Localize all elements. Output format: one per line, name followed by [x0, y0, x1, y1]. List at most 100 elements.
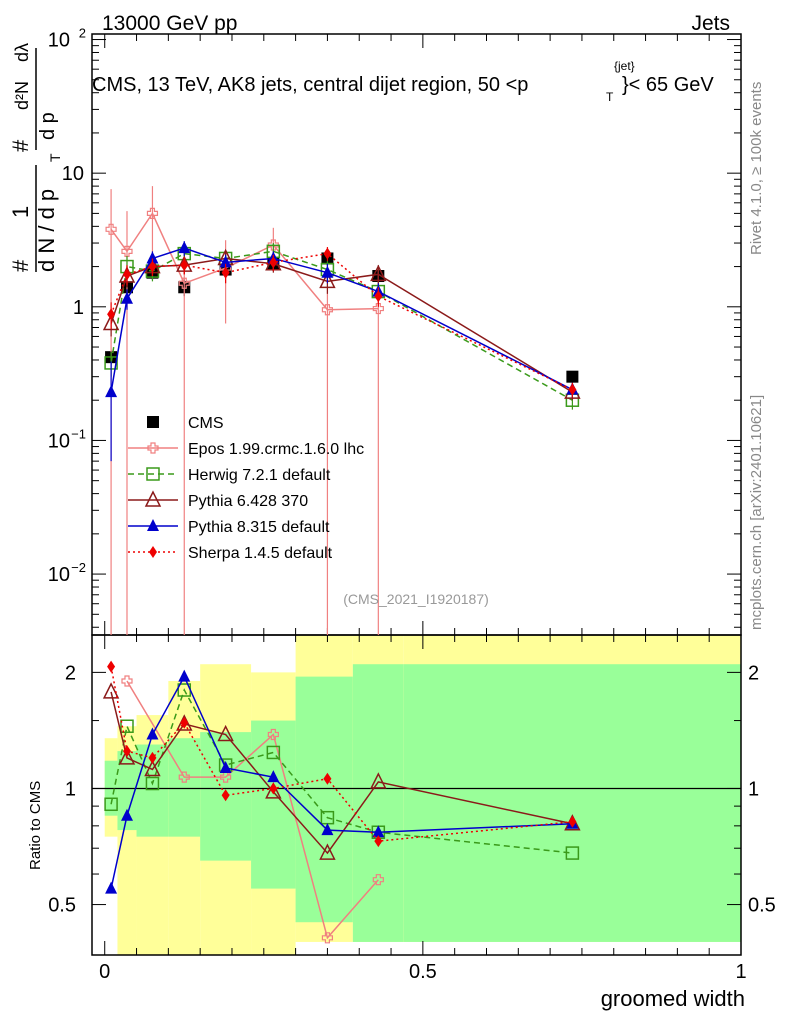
- ratio-data-point: [145, 776, 160, 791]
- ratio-series: [107, 660, 577, 848]
- ratio-data-point: [122, 745, 131, 758]
- ratio-data-point: [564, 814, 581, 831]
- x-tick-label: 1: [735, 961, 746, 983]
- ratio-data-point: [148, 751, 157, 764]
- y-label-denominator-2: d p: [37, 112, 59, 140]
- plot-title-subscript: T: [606, 90, 614, 104]
- main-data-point: [105, 385, 118, 398]
- ratio-data-point: [107, 660, 116, 673]
- legend-marker: [147, 416, 159, 428]
- main-series: [105, 252, 579, 383]
- y-tick-label-exp: −2: [71, 560, 86, 575]
- main-data-point: [568, 383, 577, 396]
- main-data-point: [146, 207, 159, 219]
- ratio-data-point: [121, 675, 133, 687]
- y-label-numerator-2: d²N: [12, 81, 32, 110]
- ratio-data-point: [105, 881, 118, 894]
- plot-title: CMS, 13 TeV, AK8 jets, central dijet reg…: [92, 59, 714, 104]
- main-data-point: [178, 241, 191, 254]
- ratio-y-tick-label-right: 0.5: [748, 895, 776, 917]
- ratio-data-point: [267, 728, 279, 741]
- ratio-panel-frame: [91, 634, 742, 956]
- plot-title-tail: }< 65 GeV: [622, 74, 714, 96]
- legend-marker: [147, 442, 159, 454]
- main-data-point: [102, 313, 120, 331]
- main-series-line: [110, 211, 379, 311]
- ratio-data-point: [568, 815, 577, 828]
- y-axis-label-main: # 1 d N / d p T # d²N d p dλ: [8, 43, 63, 272]
- ratio-data-point: [180, 716, 189, 729]
- main-series: [104, 243, 580, 410]
- ratio-data-point: [102, 682, 120, 699]
- main-data-point: [321, 265, 334, 278]
- main-data-point: [374, 290, 383, 303]
- ratio-y-tick-label-right: 1: [748, 778, 759, 800]
- legend-entry-label: CMS: [188, 415, 224, 432]
- legend-marker: [146, 467, 160, 481]
- ratio-data-point: [266, 745, 281, 760]
- header-energy: 13000 GeV pp: [102, 12, 237, 35]
- legend-entry-label: Pythia 8.315 default: [188, 519, 330, 536]
- main-data-point: [148, 260, 157, 273]
- green-band-bin: [168, 738, 201, 837]
- y-tick-label: 10: [48, 430, 70, 452]
- ratio-data-point: [372, 825, 385, 838]
- main-data-point: [105, 223, 117, 235]
- ratio-data-point: [319, 843, 336, 860]
- y-tick-label-exp: 2: [79, 26, 86, 41]
- main-series-line: [110, 247, 573, 393]
- main-data-point: [180, 259, 189, 272]
- plot-title-main: CMS, 13 TeV, AK8 jets, central dijet reg…: [92, 74, 528, 96]
- y-label-denominator: d N / d p: [34, 189, 59, 272]
- main-data-point: [219, 255, 232, 268]
- ratio-series: [105, 669, 579, 894]
- ratio-y-tick-label: 0.5: [48, 895, 76, 917]
- ratio-data-point: [120, 808, 133, 821]
- ratio-data-point: [321, 823, 334, 836]
- main-data-point: [269, 256, 278, 269]
- mcplots-reference-label: mcplots.cern.ch [arXiv:2401.10621]: [748, 395, 765, 630]
- main-series: [107, 247, 577, 398]
- y-tick-label: 10: [62, 163, 84, 185]
- main-data-point: [372, 302, 384, 315]
- main-series: [105, 186, 384, 635]
- x-tick-label: 0: [99, 961, 110, 983]
- ratio-data-point: [221, 789, 230, 802]
- legend-entry-label: Pythia 6.428 370: [188, 493, 308, 510]
- ratio-data-point: [370, 772, 387, 789]
- ratio-data-point: [321, 932, 334, 944]
- y-axis-label-ratio: Ratio to CMS: [27, 781, 44, 870]
- x-tick-label: 0.5: [409, 961, 437, 983]
- ratio-data-point: [178, 771, 190, 783]
- y-label-den-sub: T: [47, 153, 63, 162]
- plot-title-superscript: {jet}: [614, 59, 635, 73]
- ratio-data-point: [374, 835, 383, 848]
- main-data-point: [323, 247, 332, 260]
- y-label-hash-2: #: [8, 139, 33, 152]
- legend-marker: [147, 519, 159, 531]
- ratio-uncertainty-bands: [104, 635, 741, 955]
- y-tick-label-exp: −1: [71, 426, 86, 441]
- ratio-y-tick-label: 1: [65, 778, 76, 800]
- ratio-data-point: [118, 748, 136, 765]
- green-band-bin: [295, 676, 353, 923]
- y-label-hash: #: [8, 259, 33, 272]
- main-data-point: [120, 291, 133, 304]
- main-data-point: [566, 370, 579, 383]
- y-tick-label: 10: [48, 30, 70, 52]
- main-data-point: [178, 277, 190, 289]
- ratio-data-point: [146, 727, 159, 740]
- main-series: [105, 241, 579, 462]
- legend-entry-label: Epos 1.99.crmc.1.6.0 lhc: [188, 441, 364, 458]
- main-series: [102, 248, 581, 401]
- main-data-point: [319, 271, 336, 289]
- ratio-data-point: [217, 724, 234, 742]
- ratio-data-point: [219, 761, 232, 774]
- ratio-series-line: [126, 680, 379, 940]
- y-label-numerator: 1: [8, 206, 33, 218]
- ratio-series-line: [110, 666, 573, 842]
- ratio-data-point: [178, 669, 191, 682]
- ratio-data-point: [120, 719, 134, 733]
- legend-marker: [144, 490, 162, 507]
